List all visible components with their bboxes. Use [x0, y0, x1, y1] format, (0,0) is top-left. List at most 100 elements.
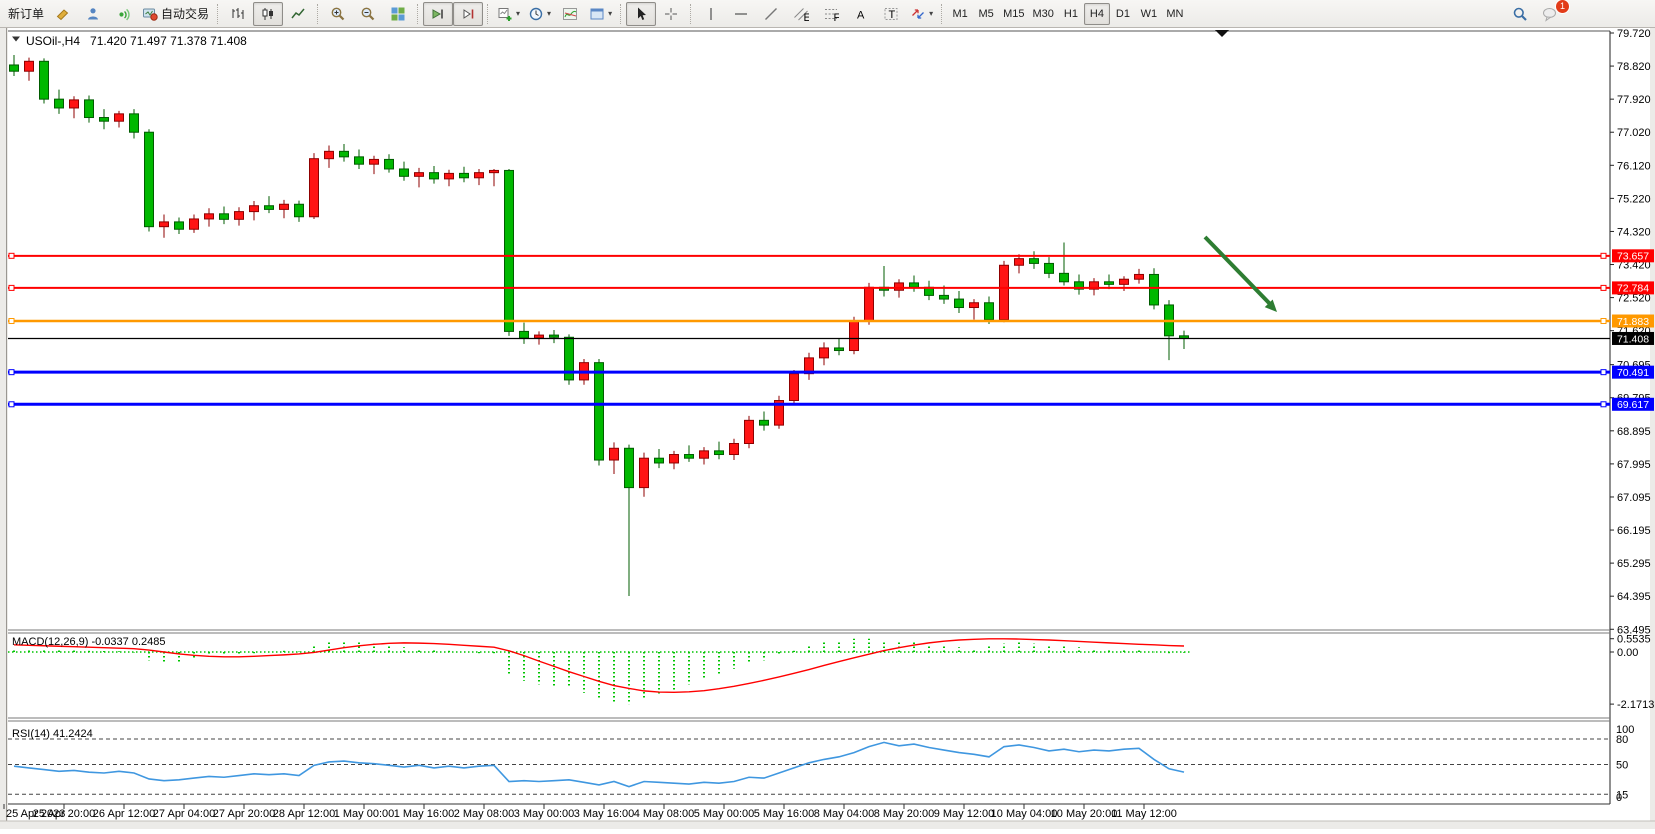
- new-chart-button[interactable]: ▾: [493, 2, 524, 26]
- candlestick: [999, 260, 1009, 323]
- crosshair-button[interactable]: [656, 2, 686, 26]
- level-handle-left[interactable]: [8, 369, 15, 376]
- timeframe-button-mn[interactable]: MN: [1162, 3, 1188, 25]
- chart-shift-button[interactable]: [453, 1, 484, 26]
- level-handle-right[interactable]: [1600, 401, 1607, 408]
- chevron-down-icon: ▾: [547, 8, 552, 18]
- price-axis-label: 77.920: [1617, 94, 1651, 106]
- timeframe-button-w1[interactable]: W1: [1136, 3, 1162, 25]
- trend-arrow-line[interactable]: [1203, 235, 1272, 306]
- level-handle-left[interactable]: [8, 401, 15, 408]
- level-handle-left[interactable]: [8, 318, 15, 325]
- candlestick: [519, 322, 529, 344]
- candlestick: [669, 450, 679, 470]
- clock-button[interactable]: ▾: [524, 2, 555, 26]
- candlestick: [1104, 274, 1114, 290]
- new-order-button[interactable]: 新订单: [4, 3, 48, 25]
- annotation-layer[interactable]: [1203, 235, 1277, 312]
- timeframe-button-m30[interactable]: M30: [1029, 3, 1058, 25]
- level-price-tag: [1612, 397, 1654, 411]
- virtual-hosting-button[interactable]: [78, 2, 108, 26]
- timeframe-button-h1[interactable]: H1: [1058, 3, 1084, 25]
- candle-body: [489, 169, 499, 174]
- text-label-button[interactable]: T: [876, 2, 906, 26]
- text-button[interactable]: A: [846, 2, 876, 26]
- timeframe-button-m15[interactable]: M15: [999, 3, 1028, 25]
- new-chart-icon: [498, 7, 512, 21]
- candlestick: [1164, 300, 1174, 361]
- timeframe-button-m1[interactable]: M1: [947, 3, 973, 25]
- date-axis-label: 25 Apr 2023: [6, 808, 65, 820]
- zoom-in-button[interactable]: [323, 2, 353, 26]
- autotrading-button[interactable]: 自动交易: [138, 3, 213, 25]
- line-chart-button[interactable]: [283, 2, 313, 26]
- templates-button[interactable]: ▾: [585, 2, 616, 26]
- candlestick-chart-button[interactable]: [253, 1, 284, 26]
- scroll-to-end-marker[interactable]: [1215, 30, 1229, 37]
- timeframe-button-d1[interactable]: D1: [1110, 3, 1136, 25]
- candlestick: [774, 395, 784, 429]
- bar-chart-button[interactable]: [223, 2, 253, 26]
- candle-body: [414, 172, 424, 177]
- level-handle-right[interactable]: [1600, 318, 1607, 325]
- candle-body: [1104, 281, 1114, 285]
- candlestick: [564, 334, 574, 385]
- toolbar-separator: [417, 3, 419, 24]
- fibonacci-button[interactable]: F: [816, 2, 846, 26]
- candle-body: [564, 336, 574, 381]
- price-axis-label: 65.295: [1617, 558, 1651, 570]
- price-axis-label: 75.220: [1617, 193, 1651, 205]
- candle-body: [354, 156, 364, 165]
- search-button[interactable]: [1505, 2, 1535, 26]
- level-price-tag-label: 70.491: [1617, 367, 1649, 379]
- candlestick: [459, 166, 469, 183]
- level-price-tag-label: 71.883: [1617, 316, 1649, 328]
- line-chart-icon: [291, 8, 305, 18]
- market-button[interactable]: [48, 2, 78, 26]
- chart-title-collapse-icon[interactable]: [12, 36, 20, 42]
- trend-arrow-head[interactable]: [1264, 299, 1277, 312]
- trendline-button[interactable]: [756, 2, 786, 26]
- level-handle-left[interactable]: [8, 252, 15, 259]
- arrows-button[interactable]: ▾: [906, 2, 937, 26]
- equidistant-channel-button[interactable]: E: [786, 2, 816, 26]
- tile-windows-button[interactable]: [383, 2, 413, 26]
- candle-body: [1014, 258, 1024, 266]
- candlestick: [279, 199, 289, 219]
- level-lines-layer[interactable]: 73.657 72.784 71.883 70.491 69.617 71.408: [8, 249, 1654, 411]
- price-axis-label: 73.420: [1617, 260, 1651, 272]
- candlestick: [84, 95, 94, 123]
- rsi-axis-label: 15: [1616, 789, 1628, 801]
- toolbar-separator: [941, 3, 943, 24]
- date-axis-label: 5 May 16:00: [754, 808, 815, 820]
- toolbar-separator: [690, 3, 692, 24]
- auto-scroll-button[interactable]: [423, 1, 454, 26]
- candlestick: [1029, 251, 1039, 269]
- clock-icon: [529, 7, 543, 20]
- signals-button[interactable]: [108, 2, 138, 26]
- level-handle-right[interactable]: [1600, 369, 1607, 376]
- candlestick: [909, 275, 919, 292]
- level-price-tag: [1612, 365, 1654, 379]
- timeframe-button-m5[interactable]: M5: [973, 3, 999, 25]
- level-handle-left[interactable]: [8, 284, 15, 291]
- cursor-button[interactable]: [626, 1, 657, 26]
- level-handle-right[interactable]: [1600, 252, 1607, 259]
- chart-window[interactable]: 79.720 78.820 77.920 77.020 76.120 75.220 74.3…: [0, 28, 1655, 829]
- zoom-out-button[interactable]: [353, 2, 383, 26]
- level-handle-right[interactable]: [1600, 284, 1607, 291]
- timeframe-button-h4[interactable]: H4: [1083, 2, 1110, 25]
- chart-area[interactable]: 79.720 78.820 77.920 77.020 76.120 75.220 74.3…: [0, 28, 1655, 829]
- chat-button[interactable]: 1: [1535, 0, 1570, 26]
- candlestick: [339, 143, 349, 162]
- candlestick: [309, 153, 319, 219]
- candlestick: [1044, 257, 1054, 279]
- horizontal-line-button[interactable]: [726, 2, 756, 26]
- candlestick: [324, 145, 334, 168]
- indicators-icon: [563, 7, 578, 20]
- indicators-button[interactable]: [555, 2, 585, 26]
- date-axis-label: 10 May 20:00: [1051, 808, 1118, 820]
- candle-body: [54, 98, 64, 109]
- vertical-line-button[interactable]: [696, 2, 726, 26]
- candle-body: [159, 221, 169, 228]
